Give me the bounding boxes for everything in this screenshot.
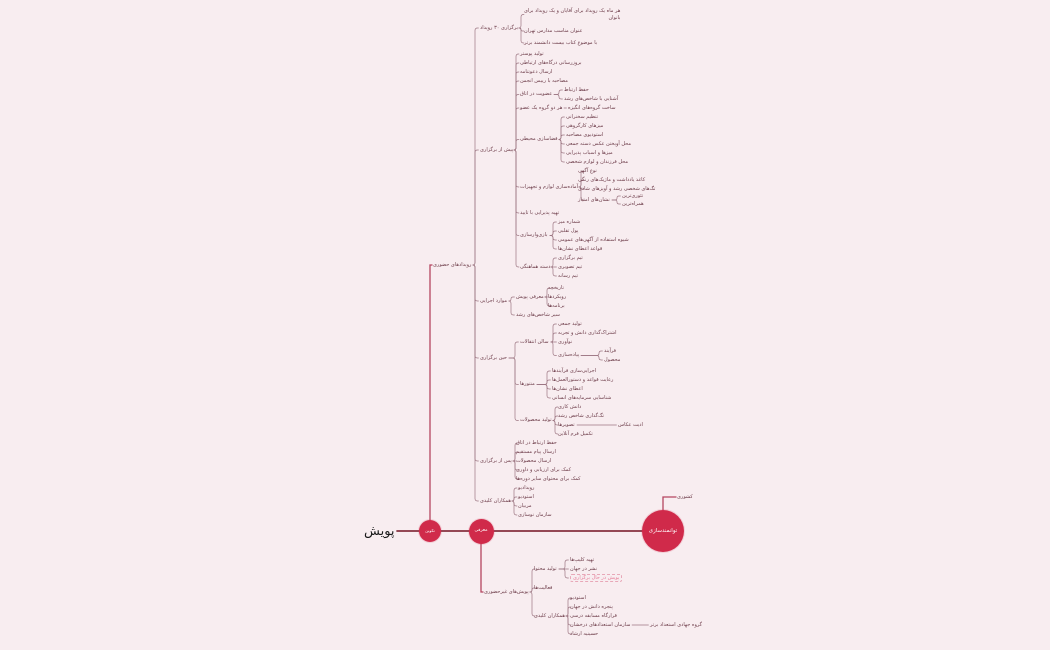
- branch-in-person-events[interactable]: رویدادهای حضوری: [433, 261, 472, 268]
- mindmap-node[interactable]: ساخت گروه‌های انگیزه: [568, 104, 616, 111]
- mindmap-node[interactable]: رویکردها: [548, 293, 567, 300]
- circle-takvin[interactable]: تکوین: [419, 520, 441, 542]
- root-label[interactable]: پویش: [364, 523, 395, 539]
- mindmap-node[interactable]: اجرایی‌سازی فرآیندها: [552, 367, 597, 374]
- node-before-event[interactable]: پیش از برگزاری: [480, 146, 514, 153]
- mindmap-node[interactable]: تولید محصولات: [520, 417, 552, 423]
- mindmap-node[interactable]: نوع آگهی: [578, 167, 597, 174]
- mindmap-node[interactable]: ارسال پیام مستقیم: [516, 448, 556, 455]
- node-30-events[interactable]: برگزاری ۳۰ رویداد: [480, 24, 519, 31]
- mindmap-node[interactable]: کمک برای ارزیابی و داوری: [516, 466, 572, 473]
- circle-moarefi[interactable]: معرفی: [468, 518, 494, 544]
- mindmap-node[interactable]: رویدادیو: [518, 484, 535, 491]
- mindmap-node[interactable]: محصول: [604, 356, 621, 363]
- mindmap-node[interactable]: سالن انتقالات: [520, 338, 549, 345]
- mindmap-node[interactable]: ارسال دعوتنامه: [520, 68, 553, 75]
- mindmap-node[interactable]: منتورها: [520, 381, 535, 387]
- mindmap-node[interactable]: همکاران کلیدی: [534, 612, 565, 619]
- mindmap-node[interactable]: همراه‌ترین: [622, 200, 644, 207]
- mindmap-node[interactable]: مصاحبه با رییس انجمن: [520, 77, 568, 84]
- mindmap-node[interactable]: میزهای کارگروهی: [566, 122, 604, 129]
- mindmap-node[interactable]: تئوری‌ترین: [622, 192, 644, 199]
- mindmap-node[interactable]: قرارگاه مسابقه درسی: [570, 612, 617, 619]
- mindmap-node[interactable]: استودیو: [570, 594, 586, 601]
- mindmap-node[interactable]: فعالیت‌ها: [534, 584, 553, 591]
- mindmap-node[interactable]: تهیه کلیپ‌ها: [570, 556, 595, 563]
- node-during-event[interactable]: حین برگزاری: [480, 354, 508, 361]
- mindmap-node[interactable]: دسته هماهنگی: [520, 263, 551, 270]
- mindmap-node[interactable]: پنجره دانش در جهان: [570, 603, 613, 610]
- mindmap-node[interactable]: شماره میز: [558, 218, 581, 225]
- mindmap-node[interactable]: تیم رسانه: [558, 272, 579, 279]
- circle-tavanmandsazi[interactable]: توانمندسازی: [642, 510, 684, 552]
- mindmap-node[interactable]: ارسال محصولات: [516, 457, 552, 464]
- mindmap-node[interactable]: کاغذ یادداشت و ماژیک‌های رنگی: [578, 176, 646, 183]
- node-key-partners[interactable]: همکاران کلیدی: [480, 497, 511, 504]
- mindmap-node[interactable]: آشنایی با شاخص‌های رشد: [564, 95, 619, 102]
- mindmap-node[interactable]: حسینیه ارشاد: [570, 630, 599, 637]
- mindmap-node[interactable]: آماده‌سازی لوازم و تجهیزات: [520, 183, 578, 190]
- mindmap-node[interactable]: استودیوی مصاحبه: [566, 131, 604, 138]
- mindmap-node[interactable]: قواعد اعطای نشان‌ها: [558, 245, 603, 252]
- mindmap-node[interactable]: نشر در جهان: [570, 565, 598, 572]
- mindmap-node[interactable]: تکمیل فرم آنلاین: [558, 430, 593, 437]
- mindmap-node[interactable]: بروزرسانی درگاه‌های ارتباطی: [520, 59, 582, 66]
- mindmap-node[interactable]: میزها و اسباب پذیرایی: [566, 149, 613, 156]
- node-execution-items[interactable]: موارد اجرایی: [480, 297, 508, 304]
- mindmap-node[interactable]: برنامه‌ها: [548, 302, 565, 309]
- mindmap-node[interactable]: اشتراک‌گذاری دانش و تجربه: [558, 329, 617, 336]
- mindmap-node[interactable]: نشان‌های امتیاز: [578, 196, 610, 203]
- mindmap-node[interactable]: هر دو گروه یک عضو: [520, 104, 563, 111]
- mindmap-node[interactable]: استودیو: [518, 493, 534, 500]
- mindmap-node[interactable]: تولید محتوا: [534, 565, 557, 572]
- mindmap-node[interactable]: پول تقلبی: [558, 227, 579, 234]
- label-keshvari[interactable]: کشوری: [677, 493, 693, 500]
- mindmap-node[interactable]: رعایت قواعد و دستورالعمل‌ها: [552, 376, 614, 383]
- mindmap-node[interactable]: فضاسازی محیطی: [520, 136, 558, 142]
- mindmap-node[interactable]: سیر شاخص‌های رشد: [516, 311, 560, 318]
- mindmap-node[interactable]: هر ماه یک رویداد برای آقایان و یک رویداد…: [524, 8, 621, 21]
- mindmap-node[interactable]: سازمان نوسازی: [518, 511, 552, 518]
- mindmap-node[interactable]: اعطای نشان‌ها: [552, 385, 583, 392]
- mindmap-node[interactable]: تنظیم سخنرانی: [566, 113, 599, 120]
- mindmap-node[interactable]: کمک برای محتوای سایر دوره‌ها: [516, 475, 581, 482]
- mindmap-node[interactable]: مربیان: [518, 502, 532, 509]
- mindmap-node[interactable]: عضویت در اتاق: [520, 91, 553, 97]
- mindmap-node[interactable]: معرفی پویش: [516, 293, 544, 300]
- mindmap-node[interactable]: تولید پوستر: [520, 50, 544, 57]
- mindmap-node[interactable]: تیم برگزاری: [558, 254, 583, 261]
- mindmap-node[interactable]: با موضوع کتاب بیست دانشمند برتر: [524, 39, 598, 46]
- mindmap-node[interactable]: سازمان استعدادهای درخشان: [570, 621, 631, 628]
- mindmap-node[interactable]: پیاده‌سازی: [558, 352, 580, 358]
- mindmap-node[interactable]: حفظ ارتباط در اتاق: [516, 439, 557, 446]
- branch-remote-campaigns[interactable]: پویش‌های غیرحضوری: [484, 588, 529, 595]
- mindmap-node[interactable]: حفظ ارتباط: [564, 86, 589, 93]
- node-after-event[interactable]: پس از برگزاری: [480, 457, 512, 464]
- mindmap-node[interactable]: عنوان مناسب مدارس تهران: [524, 27, 583, 34]
- mindmap-node[interactable]: تیم تصویری: [558, 263, 583, 270]
- mindmap-node[interactable]: فرآیند: [604, 347, 617, 354]
- mindmap-node[interactable]: دانش کاری: [558, 403, 582, 410]
- mindmap-node[interactable]: ادیت عکاس: [618, 421, 643, 428]
- mindmap-node[interactable]: شیوه استفاده از آگهی‌های عمومی: [558, 236, 629, 243]
- mindmap-node[interactable]: تهیه پذیرایی با تایید: [520, 209, 560, 216]
- mindmap-node[interactable]: تصویرها: [558, 421, 575, 428]
- mindmap-node[interactable]: گروه جهادی استعداد برتر: [650, 621, 703, 628]
- highlighted-node[interactable]: پویش در حال برگزاری: [570, 573, 623, 582]
- mindmap-node[interactable]: محل آویختن عکس دسته جمعی: [566, 140, 632, 147]
- mindmap-node[interactable]: تگ‌گذاری شاخص رشد: [558, 412, 604, 419]
- mindmap-node[interactable]: بازی‌وارسازی: [520, 232, 548, 238]
- mindmap-node[interactable]: نوآوری: [558, 338, 573, 345]
- mindmap-node[interactable]: تولید جمعی: [558, 320, 582, 327]
- mindmap-node[interactable]: شناسایی سرمایه‌های انسانی: [552, 394, 612, 401]
- mindmap-node[interactable]: تاریخچه: [548, 284, 564, 291]
- mindmap-node[interactable]: محل فرزندان و لوازم شخصی: [566, 158, 629, 165]
- mindmap-node[interactable]: تگ‌های شخصی رشد و آویزهای شادی: [578, 185, 656, 192]
